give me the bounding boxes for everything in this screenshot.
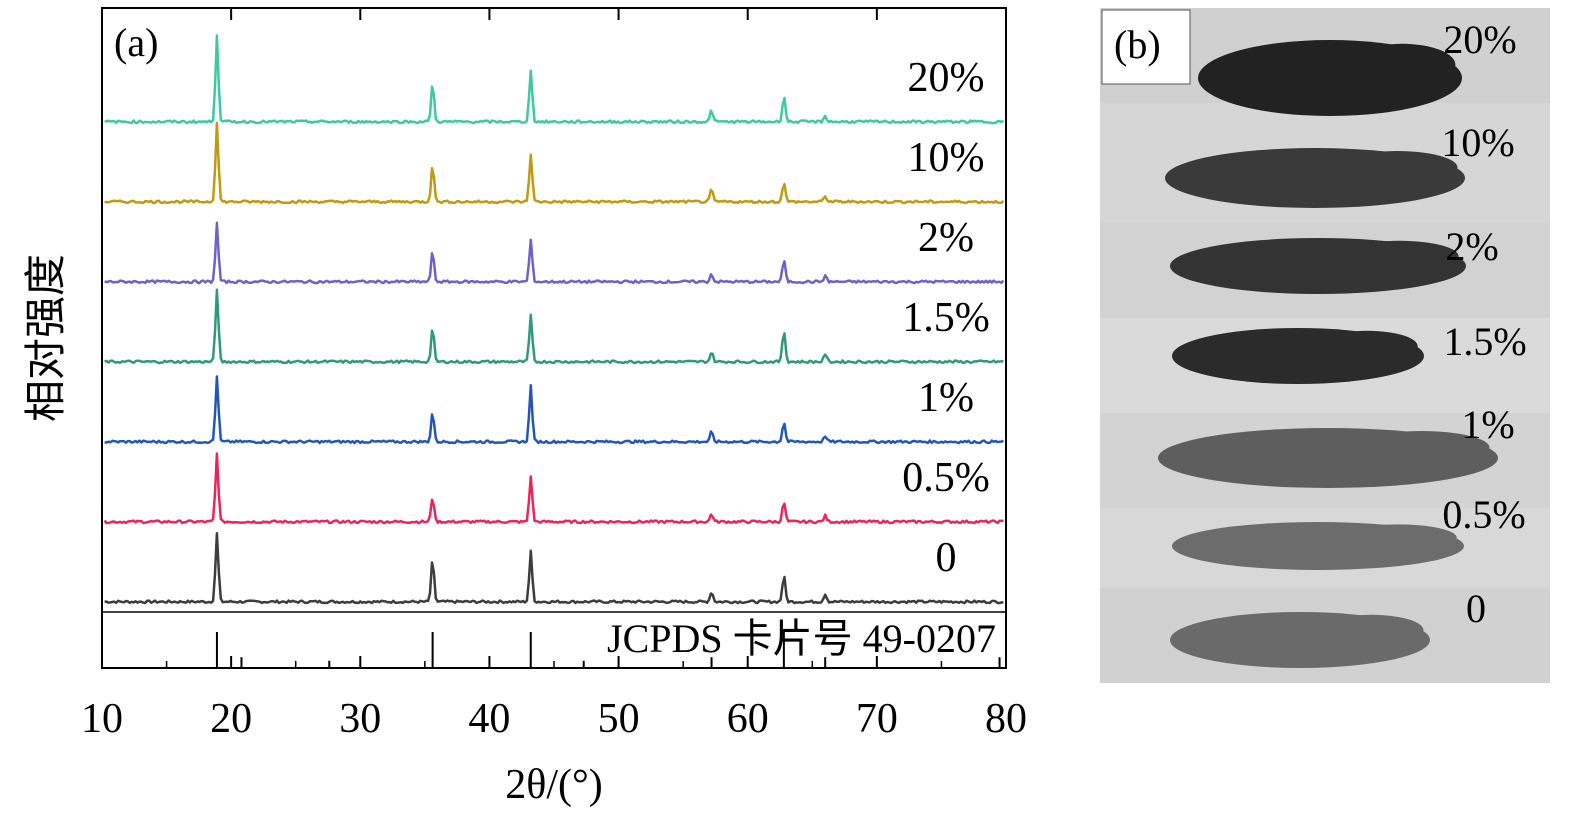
sample-label: 1.5% xyxy=(1443,319,1526,364)
series-label: 10% xyxy=(908,135,985,181)
sample-label: 10% xyxy=(1441,120,1514,165)
sample-pile-lobe xyxy=(1340,240,1459,272)
sample-photo-panel: (b) 20% 10% 2% 1.5% 1% 0.5% 0 xyxy=(1100,8,1550,683)
series-line xyxy=(104,375,1004,445)
series-line xyxy=(103,452,1004,525)
x-axis: 10 20 30 40 50 60 70 80 xyxy=(81,8,1027,742)
series-line xyxy=(104,532,1004,605)
x-tick-label: 60 xyxy=(727,696,769,742)
sample-pile-lobe xyxy=(1353,431,1490,464)
x-tick-label: 30 xyxy=(339,696,381,742)
sample-photo: (b) 20% 10% 2% 1.5% 1% 0.5% 0 xyxy=(1100,8,1550,683)
reference-pattern xyxy=(215,632,1001,668)
panel-label-b: (b) xyxy=(1114,22,1161,67)
sample-label: 1% xyxy=(1461,402,1514,447)
x-tick-label: 10 xyxy=(81,696,123,742)
sample-pile-lobe xyxy=(1339,524,1457,551)
series-line xyxy=(104,288,1004,365)
series-group: 0 0.5% 1% 1.5% 2% 10% 20% xyxy=(103,34,1005,605)
sample-label: 2% xyxy=(1445,224,1498,269)
plot-frame xyxy=(101,7,1007,669)
y-axis-label: 相对强度 xyxy=(21,254,70,422)
series-label: 1% xyxy=(918,375,974,421)
panel-label-b-box xyxy=(1101,9,1191,85)
series-label: 0 xyxy=(936,535,957,581)
series-label: 2% xyxy=(918,215,974,261)
reference-label: JCPDS 卡片号 49-0207 xyxy=(607,616,996,661)
series-label: 20% xyxy=(908,55,985,101)
sample-pile-lobe xyxy=(1337,151,1458,184)
series-label: 1.5% xyxy=(902,295,990,341)
sample-label: 20% xyxy=(1443,17,1516,62)
panel-label-a: (a) xyxy=(114,20,158,65)
sample-pile-lobe xyxy=(1349,43,1456,86)
x-tick-label: 70 xyxy=(856,696,898,742)
x-tick-label: 20 xyxy=(210,696,252,742)
series-line xyxy=(104,121,1005,205)
x-tick-label: 80 xyxy=(985,696,1027,742)
sample-piles: 20% 10% 2% 1.5% 1% 0.5% 0 xyxy=(1158,17,1527,668)
sample-label: 0 xyxy=(1466,586,1486,631)
series-label: 0.5% xyxy=(902,455,990,501)
sample-pile-lobe xyxy=(1316,330,1418,362)
sample-pile-lobe xyxy=(1319,614,1424,646)
sample-label: 0.5% xyxy=(1442,492,1525,537)
x-axis-label: 2θ/(°) xyxy=(505,762,603,808)
x-tick-label: 50 xyxy=(598,696,640,742)
xrd-chart: 0 0.5% 1% 1.5% 2% 10% 20% 10 20 30 40 50 60 70 80 (a)… xyxy=(21,7,1027,808)
series-line xyxy=(104,221,1005,285)
x-tick-label: 40 xyxy=(468,696,510,742)
series-line xyxy=(104,34,1005,125)
